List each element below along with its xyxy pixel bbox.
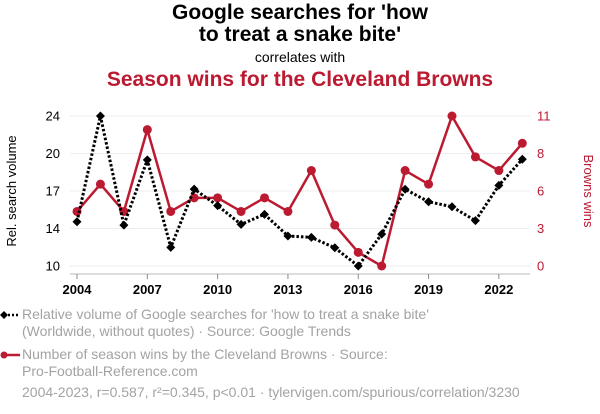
- browns-wins-point: [142, 125, 152, 135]
- legend-item-search-volume: Relative volume of Google searches for '…: [0, 306, 429, 340]
- x-tick-label: 2010: [203, 282, 232, 297]
- browns-wins-point: [470, 152, 480, 162]
- search-volume-point: [400, 184, 410, 194]
- y-right-tick-label: 3: [537, 221, 544, 236]
- search-volume-point: [283, 231, 293, 241]
- axes: 10 14 17 20 24 0 3 6 8 11 2004 2007 2010 2013 2016 2019…: [46, 109, 551, 298]
- browns-wins-point: [306, 166, 316, 176]
- legend-label-line1: Number of season wins by the Cleveland B…: [22, 346, 388, 362]
- y-right-tick-label: 0: [537, 259, 544, 274]
- dotted-diamond-line-icon: [0, 311, 20, 319]
- browns-wins-point: [400, 166, 410, 176]
- y-axis-left-title: Rel. search volume: [4, 135, 19, 246]
- browns-wins-point: [72, 206, 82, 216]
- search-volume-point: [95, 111, 105, 121]
- chart-title-line2: to treat a snake bite': [198, 23, 402, 46]
- browns-wins-point: [330, 220, 340, 230]
- browns-wins-point: [259, 193, 269, 203]
- legend-label-line2: (Worldwide, without quotes) · Source: Go…: [22, 323, 351, 339]
- search-volume-point: [330, 243, 340, 253]
- search-volume-point: [189, 184, 199, 194]
- chart-title-secondary: Season wins for the Cleveland Browns: [106, 68, 494, 91]
- search-volume-point: [377, 229, 387, 239]
- search-volume-point: [259, 209, 269, 219]
- x-tick-label: 2022: [484, 282, 513, 297]
- x-tick-label: 2007: [133, 282, 162, 297]
- browns-wins-point: [353, 247, 363, 257]
- footer-stats: 2004-2023, r=0.587, r²=0.345, p<0.01 · t…: [22, 384, 520, 400]
- browns-wins-point: [166, 206, 176, 216]
- browns-wins-point: [95, 179, 105, 189]
- search-volume-point: [470, 216, 480, 226]
- browns-wins-point: [494, 166, 504, 176]
- search-volume-point: [72, 217, 82, 227]
- search-volume-point: [166, 242, 176, 252]
- search-volume-point: [306, 232, 316, 242]
- x-tick-label: 2016: [344, 282, 373, 297]
- search-volume-point: [424, 197, 434, 207]
- browns-wins-point: [377, 261, 387, 271]
- chart-subtitle: correlates with: [254, 49, 346, 65]
- browns-wins-point: [189, 193, 199, 203]
- legend-label-line2: Pro-Football-Reference.com: [22, 363, 198, 379]
- y-left-tick-label: 24: [46, 109, 60, 124]
- y-right-tick-label: 8: [537, 146, 544, 161]
- y-left-tick-label: 10: [46, 259, 60, 274]
- search-volume-point: [142, 155, 152, 165]
- browns-wins-point: [283, 206, 293, 216]
- browns-wins-point: [447, 111, 457, 121]
- y-left-tick-label: 14: [46, 221, 60, 236]
- legend-label-line1: Relative volume of Google searches for '…: [22, 306, 429, 322]
- x-tick-label: 2019: [414, 282, 443, 297]
- y-right-tick-label: 6: [537, 184, 544, 199]
- search-volume-point: [236, 219, 246, 229]
- y-left-tick-label: 20: [46, 146, 60, 161]
- x-tick-label: 2004: [63, 282, 93, 297]
- search-volume-point: [494, 180, 504, 190]
- search-volume-point: [213, 201, 223, 211]
- chart-title: Google searches for 'how to treat a snak…: [0, 2, 600, 46]
- series-search-volume: [72, 111, 527, 271]
- chart-area: 10 14 17 20 24 0 3 6 8 11 2004 2007 2010 2013 2016 2019…: [4, 109, 596, 298]
- search-volume-point: [447, 202, 457, 212]
- search-volume-point: [353, 261, 363, 271]
- browns-wins-point: [213, 193, 223, 203]
- browns-wins-point: [517, 138, 527, 148]
- legend-item-browns-wins: Number of season wins by the Cleveland B…: [0, 346, 388, 380]
- browns-wins-point: [236, 206, 246, 216]
- y-left-tick-label: 17: [46, 184, 60, 199]
- search-volume-point: [119, 220, 129, 230]
- chart-title-line1: Google searches for 'how: [172, 1, 428, 24]
- search-volume-point: [517, 154, 527, 164]
- browns-wins-point: [424, 179, 434, 189]
- y-axis-right-title: Browns wins: [581, 155, 596, 228]
- circle-line-icon: [0, 351, 20, 359]
- x-tick-label: 2013: [273, 282, 302, 297]
- y-right-tick-label: 11: [537, 109, 551, 124]
- browns-wins-line: [76, 114, 524, 268]
